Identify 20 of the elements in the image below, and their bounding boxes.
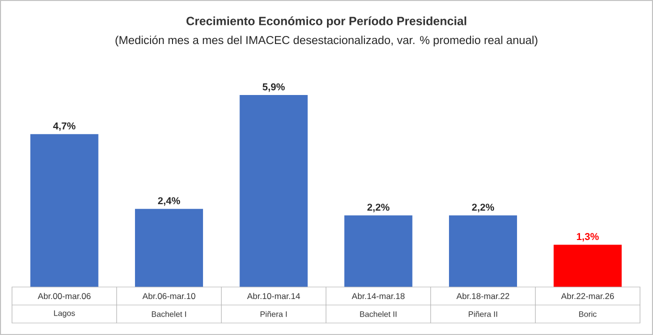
x-tick-label: Abr.00-mar.06 (38, 292, 91, 300)
data-label: 1,3% (576, 233, 599, 242)
bar (30, 134, 98, 287)
data-label: 2,4% (158, 197, 180, 206)
x-tick-label: Abr.18-mar.22 (456, 292, 510, 300)
x-tick-label: Abr.14-mar.18 (352, 292, 405, 300)
x-tick-label: Abr.06-mar.10 (142, 292, 196, 300)
x-tick-label: Abr.10-mar.14 (247, 292, 300, 300)
bar (448, 215, 518, 287)
bar (134, 208, 204, 287)
chart-subtitle: (Medición mes a mes del IMACEC desestacionalizado, var. % promedio real anual) (116, 36, 538, 46)
data-label: 4,7% (53, 122, 76, 131)
data-label: 2,2% (472, 204, 494, 212)
x-tick-label: Abr.22-mar.26 (561, 292, 614, 300)
data-label: 5,9% (262, 83, 285, 92)
bar (240, 95, 308, 287)
bar (554, 244, 622, 287)
chart-title: Crecimiento Económico por Período Presidencial (186, 16, 466, 28)
bar (344, 215, 412, 287)
data-label: 2,2% (367, 204, 390, 212)
